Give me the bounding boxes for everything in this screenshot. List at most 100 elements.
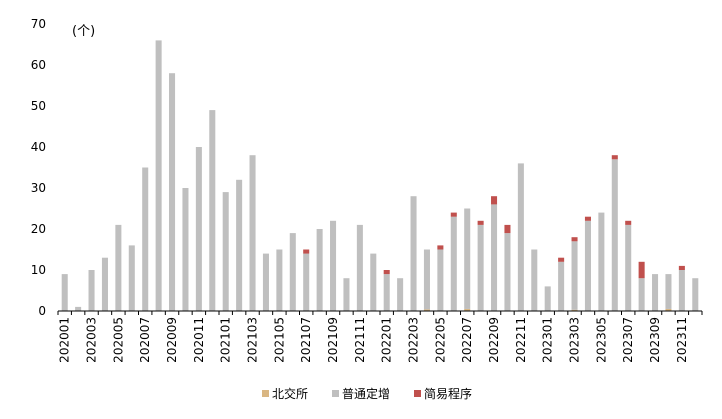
bar-普通定增-202310 (665, 274, 672, 309)
bar-北交所-202303 (571, 309, 578, 311)
bar-普通定增-202001 (61, 274, 68, 311)
bar-普通定增-202309 (652, 274, 659, 311)
bar-普通定增-202304 (584, 220, 591, 311)
y-tick-label: 20 (31, 222, 46, 236)
bar-简易程序-202311 (678, 265, 685, 270)
bar-普通定增-202311 (678, 270, 685, 311)
bar-北交所-202207 (464, 308, 471, 311)
bar-普通定增-202101 (222, 192, 229, 311)
bar-简易程序-202304 (584, 216, 591, 221)
legend: 北交所 普通定增 简易程序 (262, 386, 472, 401)
legend-swatch-北交所 (262, 390, 269, 397)
bar-普通定增-202207 (464, 208, 471, 309)
bar-简易程序-202308 (638, 261, 645, 279)
x-axis: 202001 202003 202005 202007 202009 202011 2021… (57, 310, 703, 363)
bar-普通定增-202103 (249, 155, 256, 311)
bar-简易程序-202107 (303, 249, 310, 254)
x-tick-label: 202209 (487, 317, 501, 363)
bar-普通定增-202106 (289, 233, 296, 311)
x-tick-label: 202205 (433, 317, 447, 363)
legend-label-简易程序: 简易程序 (424, 386, 472, 401)
bar-普通定增-202007 (142, 167, 149, 311)
y-axis-unit-label: (个) (72, 24, 95, 39)
bar-简易程序-202201 (383, 270, 390, 275)
bar-普通定增-202202 (397, 278, 404, 311)
bar-普通定增-202009 (169, 73, 176, 311)
y-tick-label: 70 (31, 17, 46, 31)
bar-普通定增-202312 (692, 278, 699, 311)
bar-普通定增-202306 (611, 159, 618, 311)
x-tick-label: 202111 (353, 317, 367, 363)
x-tick-label: 202101 (219, 317, 233, 363)
bar-北交所-202310 (665, 308, 672, 311)
x-tick-label: 202007 (138, 317, 152, 363)
bar-普通定增-202011 (195, 147, 202, 311)
bar-普通定增-202303 (571, 241, 578, 310)
bar-普通定增-202112 (370, 253, 377, 311)
legend-swatch-简易程序 (414, 390, 421, 397)
bar-简易程序-202209 (491, 196, 498, 205)
x-tick-label: 202203 (407, 317, 421, 363)
bar-普通定增-202205 (437, 249, 444, 311)
bar-简易程序-202208 (477, 220, 484, 225)
bar-普通定增-202008 (155, 40, 162, 312)
bar-普通定增-202102 (236, 179, 243, 311)
bar-普通定增-202209 (491, 204, 498, 311)
bar-普通定增-202301 (544, 286, 551, 311)
y-tick-label: 0 (38, 304, 46, 318)
y-tick-label: 10 (31, 263, 46, 277)
legend-label-北交所: 北交所 (272, 386, 308, 401)
y-tick-label: 60 (31, 58, 46, 72)
x-tick-label: 202303 (568, 317, 582, 363)
bar-普通定增-202208 (477, 224, 484, 311)
bar-普通定增-202204 (423, 249, 430, 310)
y-axis: 0 10 20 30 40 50 60 70 (31, 17, 46, 318)
y-tick-label: 50 (31, 99, 46, 113)
bar-普通定增-202010 (182, 188, 189, 311)
x-tick-label: 202105 (272, 317, 286, 363)
bar-普通定增-202111 (356, 224, 363, 311)
x-tick-label: 202107 (299, 317, 313, 363)
x-tick-label: 202005 (111, 317, 125, 363)
y-tick-label: 30 (31, 181, 46, 195)
bar-普通定增-202006 (128, 245, 135, 311)
x-tick-label: 202301 (541, 317, 555, 363)
x-tick-label: 202305 (594, 317, 608, 363)
bar-series-group (61, 40, 699, 312)
bar-普通定增-202206 (450, 216, 457, 311)
bar-普通定增-202210 (504, 233, 511, 311)
x-tick-label: 202309 (648, 317, 662, 363)
x-tick-label: 202207 (460, 317, 474, 363)
bar-普通定增-202307 (625, 224, 632, 311)
bar-简易程序-202307 (625, 220, 632, 225)
bar-普通定增-202203 (410, 196, 417, 311)
x-tick-label: 202103 (246, 317, 260, 363)
bar-普通定增-202004 (101, 257, 108, 311)
bar-普通定增-202005 (115, 224, 122, 311)
bar-普通定增-202109 (330, 220, 337, 311)
bar-普通定增-202107 (303, 253, 310, 311)
bar-简易程序-202302 (558, 257, 565, 262)
bar-普通定增-202110 (343, 278, 350, 311)
x-tick-label: 202001 (58, 317, 72, 363)
bar-简易程序-202210 (504, 224, 511, 234)
bar-普通定增-202305 (598, 212, 605, 311)
legend-swatch-普通定增 (332, 390, 339, 397)
x-tick-label: 202201 (380, 317, 394, 363)
x-tick-label: 202109 (326, 317, 340, 363)
bar-普通定增-202002 (75, 306, 82, 311)
x-tick-label: 202307 (621, 317, 635, 363)
bar-普通定增-202212 (531, 249, 538, 311)
bar-普通定增-202012 (209, 110, 216, 311)
bar-普通定增-202201 (383, 274, 390, 311)
bar-简易程序-202206 (450, 212, 457, 217)
bar-北交所-202204 (423, 309, 430, 311)
legend-label-普通定增: 普通定增 (342, 386, 390, 401)
bar-普通定增-202302 (558, 261, 565, 311)
bar-简易程序-202306 (611, 155, 618, 160)
bar-普通定增-202308 (638, 278, 645, 311)
x-tick-label: 202011 (192, 317, 206, 363)
bar-普通定增-202105 (276, 249, 283, 311)
x-tick-label: 202003 (85, 317, 99, 363)
bar-简易程序-202303 (571, 237, 578, 242)
